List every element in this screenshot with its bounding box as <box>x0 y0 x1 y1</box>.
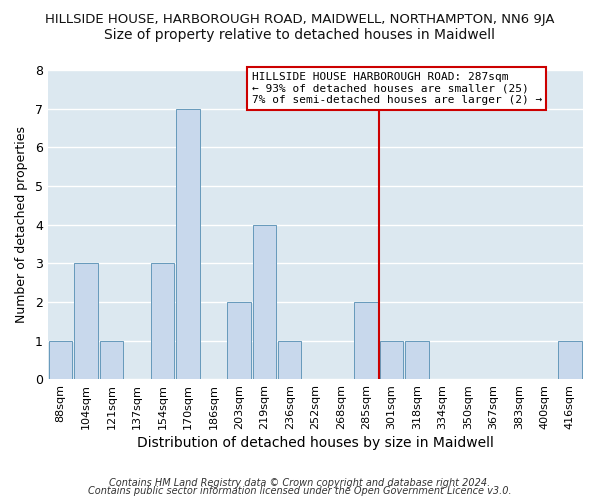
Bar <box>380 340 403 379</box>
Text: HILLSIDE HOUSE HARBOROUGH ROAD: 287sqm
← 93% of detached houses are smaller (25): HILLSIDE HOUSE HARBOROUGH ROAD: 287sqm ←… <box>251 72 542 105</box>
Text: HILLSIDE HOUSE, HARBOROUGH ROAD, MAIDWELL, NORTHAMPTON, NN6 9JA: HILLSIDE HOUSE, HARBOROUGH ROAD, MAIDWEL… <box>45 12 555 26</box>
Bar <box>100 340 123 379</box>
X-axis label: Distribution of detached houses by size in Maidwell: Distribution of detached houses by size … <box>137 436 494 450</box>
Bar <box>227 302 251 379</box>
Text: Contains public sector information licensed under the Open Government Licence v3: Contains public sector information licen… <box>88 486 512 496</box>
Bar <box>49 340 72 379</box>
Bar <box>558 340 581 379</box>
Bar <box>253 224 276 379</box>
Bar <box>74 263 98 379</box>
Text: Size of property relative to detached houses in Maidwell: Size of property relative to detached ho… <box>104 28 496 42</box>
Bar <box>151 263 174 379</box>
Bar <box>278 340 301 379</box>
Bar <box>176 108 200 379</box>
Bar <box>355 302 378 379</box>
Y-axis label: Number of detached properties: Number of detached properties <box>15 126 28 323</box>
Bar <box>406 340 429 379</box>
Text: Contains HM Land Registry data © Crown copyright and database right 2024.: Contains HM Land Registry data © Crown c… <box>109 478 491 488</box>
